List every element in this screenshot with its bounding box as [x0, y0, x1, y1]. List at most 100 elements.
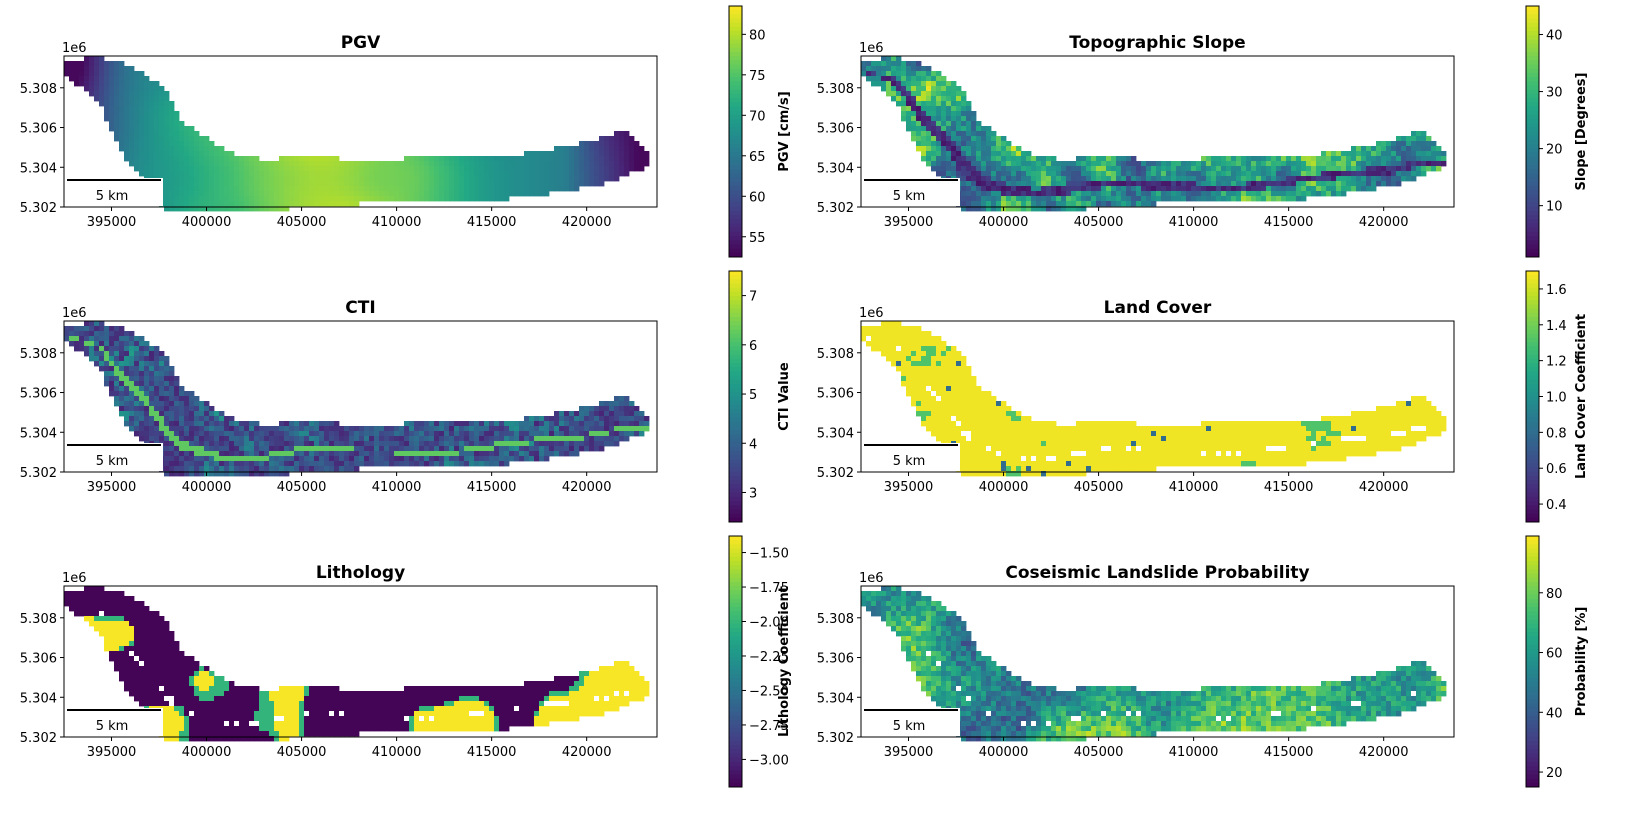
- raster-cell: [906, 356, 912, 362]
- raster-cell: [264, 166, 270, 172]
- raster-cell: [1156, 161, 1162, 167]
- raster-cell: [1001, 666, 1007, 672]
- raster-cell: [364, 456, 370, 462]
- raster-cell: [1386, 146, 1392, 152]
- raster-cell: [981, 671, 987, 677]
- raster-cell: [1006, 726, 1012, 732]
- raster-cell: [1021, 206, 1027, 212]
- colorbar-tick-label: −1.50: [749, 547, 789, 562]
- raster-cell: [1331, 151, 1337, 157]
- colorbar-segment: [729, 463, 742, 469]
- raster-cell: [329, 186, 335, 192]
- raster-cell: [619, 151, 625, 157]
- raster-cell: [189, 406, 195, 412]
- raster-cell: [204, 691, 210, 702]
- raster-cell: [99, 321, 105, 327]
- raster-cell: [1126, 186, 1132, 192]
- raster-cell: [109, 391, 115, 397]
- raster-cell: [534, 431, 540, 437]
- raster-cell: [1221, 166, 1227, 172]
- raster-cell: [124, 371, 130, 377]
- raster-cell: [906, 96, 912, 102]
- raster-cell: [199, 151, 205, 157]
- raster-cell: [1076, 161, 1082, 167]
- raster-cell: [1406, 171, 1412, 177]
- raster-cell: [419, 431, 425, 437]
- raster-cell: [459, 426, 465, 432]
- colorbar-segment: [729, 271, 742, 276]
- raster-cell: [139, 426, 145, 432]
- raster-cell: [109, 371, 115, 377]
- raster-cell: [1321, 151, 1327, 157]
- raster-cell: [199, 206, 205, 212]
- raster-cell: [996, 716, 1002, 722]
- raster-cell: [224, 726, 230, 742]
- raster-cell: [179, 396, 185, 402]
- raster-cell: [264, 451, 270, 457]
- raster-cell: [931, 676, 937, 682]
- raster-cell: [1156, 191, 1162, 197]
- y-tick-label: 5.308: [20, 612, 57, 627]
- raster-cell: [204, 151, 210, 157]
- raster-cell: [1331, 161, 1337, 167]
- raster-cell: [164, 101, 170, 107]
- raster-cell: [971, 681, 977, 687]
- raster-cell: [284, 686, 290, 742]
- colorbar-segment: [729, 753, 742, 759]
- raster-cell: [144, 436, 150, 442]
- y-tick-label: 5.306: [817, 122, 854, 137]
- raster-cell: [936, 101, 942, 107]
- raster-cell: [179, 451, 185, 457]
- raster-cell: [434, 171, 440, 177]
- colorbar-tick-label: 1.6: [1546, 283, 1567, 298]
- raster-cell: [209, 471, 215, 477]
- raster-cell: [1296, 191, 1302, 197]
- raster-cell: [204, 426, 210, 432]
- raster-cell: [1256, 191, 1262, 197]
- raster-cell: [274, 461, 280, 467]
- raster-cell: [554, 431, 560, 437]
- raster-cell: [434, 451, 440, 457]
- raster-cell: [609, 141, 615, 147]
- raster-cell: [986, 141, 992, 147]
- raster-cell: [1001, 136, 1007, 142]
- raster-cell: [921, 141, 927, 147]
- raster-cell: [1401, 136, 1407, 142]
- raster-cell: [279, 451, 285, 457]
- colorbar-segment: [729, 185, 742, 191]
- raster-cell: [1281, 166, 1287, 172]
- raster-cell: [164, 91, 170, 97]
- raster-cell: [1146, 171, 1152, 177]
- raster-cell: [966, 721, 972, 727]
- raster-cell: [149, 91, 155, 97]
- raster-cell: [941, 686, 947, 692]
- raster-cell: [219, 156, 225, 162]
- raster-cell: [269, 176, 275, 182]
- raster-cell: [911, 101, 917, 107]
- raster-cell: [991, 676, 997, 682]
- raster-cell: [419, 436, 425, 442]
- raster-cell: [369, 461, 375, 467]
- raster-cell: [896, 346, 902, 352]
- raster-cell: [921, 151, 927, 157]
- raster-cell: [389, 196, 395, 202]
- raster-cell: [349, 466, 355, 472]
- y-tick-label: 5.302: [20, 201, 57, 216]
- raster-cell: [966, 666, 972, 672]
- raster-cell: [941, 696, 947, 702]
- raster-cell: [1281, 161, 1287, 167]
- raster-cell: [584, 151, 590, 157]
- raster-cell: [996, 136, 1002, 142]
- raster-cell: [124, 76, 130, 82]
- colorbar-segment: [1526, 31, 1539, 36]
- raster-cell: [129, 376, 135, 382]
- raster-cell: [394, 431, 400, 437]
- raster-cell: [314, 451, 320, 457]
- raster-cell: [1111, 186, 1117, 192]
- raster-cell: [986, 716, 992, 722]
- colorbar-segment: [1526, 231, 1539, 237]
- raster-cell: [589, 146, 595, 152]
- raster-cell: [921, 621, 927, 627]
- raster-cell: [1366, 176, 1372, 182]
- raster-cell: [574, 161, 580, 177]
